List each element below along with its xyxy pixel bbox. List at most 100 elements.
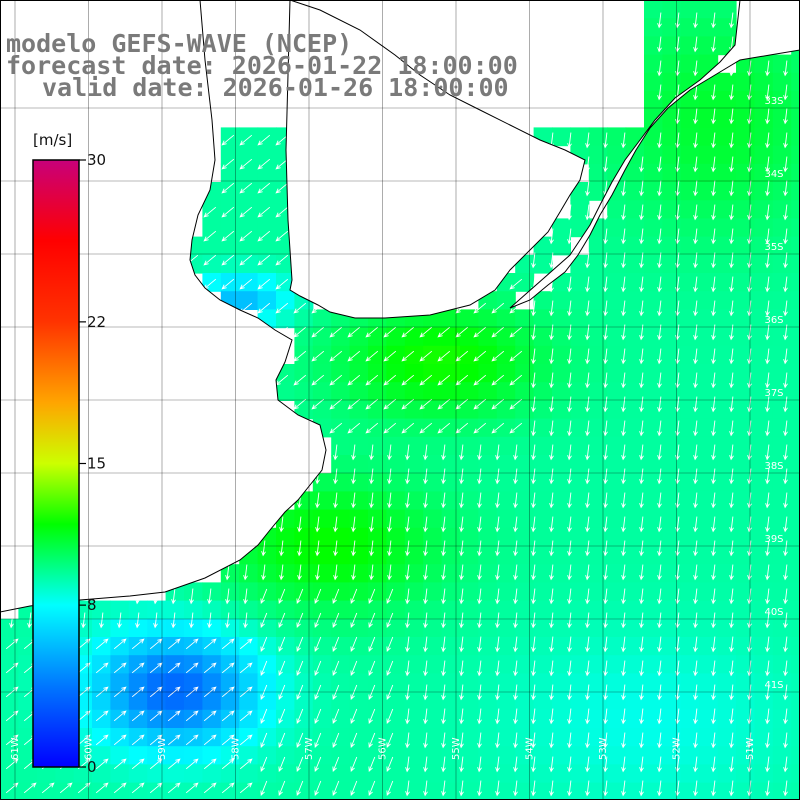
- wind-cell: [515, 691, 535, 711]
- wind-cell: [644, 436, 663, 456]
- wind-arrow: [383, 350, 397, 362]
- wind-arrow: [693, 156, 698, 173]
- wind-cell: [515, 436, 535, 456]
- wind-arrow: [239, 710, 253, 722]
- wind-cell: [220, 618, 240, 638]
- wind-arrow: [441, 564, 446, 581]
- wind-arrow: [549, 372, 554, 389]
- wind-arrow: [221, 230, 235, 242]
- wind-cell: [607, 218, 627, 238]
- wind-cell: [552, 782, 571, 802]
- wind-arrow: [621, 372, 626, 389]
- wind-cell: [331, 564, 351, 583]
- wind-cell: [644, 364, 663, 383]
- wind-arrow: [585, 396, 590, 413]
- wind-cell: [754, 382, 774, 401]
- wind-arrow: [567, 444, 572, 461]
- wind-cell: [533, 655, 553, 674]
- wind-cell: [257, 582, 277, 602]
- wind-cell: [147, 673, 167, 693]
- wind-cell: [404, 600, 424, 620]
- wind-arrow: [675, 396, 680, 413]
- wind-cell: [239, 691, 259, 711]
- wind-cell: [386, 327, 406, 347]
- wind-arrow: [221, 134, 235, 146]
- wind-arrow: [657, 588, 662, 605]
- wind-arrow: [585, 156, 590, 173]
- wind-arrow: [657, 60, 662, 77]
- wind-cell: [607, 309, 627, 329]
- wind-arrow: [675, 108, 680, 125]
- wind-cell: [552, 728, 571, 747]
- wind-cell: [496, 400, 516, 420]
- wind-cell: [717, 637, 737, 656]
- wind-cell: [478, 400, 498, 420]
- wind-arrow: [459, 444, 464, 461]
- wind-arrow: [531, 756, 536, 773]
- wind-arrow: [729, 252, 734, 269]
- wind-arrow: [657, 372, 662, 389]
- wind-cell: [276, 382, 295, 401]
- wind-cell: [220, 782, 240, 802]
- wind-cell: [625, 509, 645, 529]
- wind-cell: [680, 109, 700, 128]
- wind-cell: [239, 600, 259, 620]
- wind-cell: [73, 782, 93, 802]
- wind-arrow: [693, 204, 698, 221]
- wind-cell: [552, 509, 571, 529]
- wind-cell: [644, 473, 663, 492]
- wind-cell: [294, 618, 314, 638]
- wind-arrow: [423, 516, 428, 533]
- wind-arrow: [549, 660, 554, 677]
- wind-arrow: [639, 612, 644, 629]
- wind-cell: [717, 273, 737, 292]
- wind-cell: [423, 509, 443, 529]
- latitude-label: 39S: [764, 534, 783, 545]
- wind-cell: [110, 764, 130, 784]
- coastline-segment: [509, 0, 800, 309]
- wind-cell: [515, 546, 535, 565]
- wind-arrow: [495, 612, 500, 629]
- wind-cell: [588, 254, 608, 274]
- wind-cell: [202, 236, 222, 256]
- wind-cell: [570, 527, 590, 547]
- wind-arrow: [278, 708, 286, 724]
- wind-arrow: [513, 636, 518, 653]
- wind-arrow: [729, 12, 734, 29]
- wind-arrow: [261, 564, 266, 581]
- wind-cell: [478, 364, 498, 383]
- wind-arrow: [332, 708, 340, 724]
- wind-arrow: [278, 612, 286, 628]
- wind-arrow: [239, 638, 253, 650]
- wind-cell: [496, 691, 516, 711]
- wind-arrow: [113, 710, 127, 722]
- wind-cell: [625, 673, 645, 693]
- wind-cell: [331, 764, 351, 784]
- wind-cell: [588, 582, 608, 602]
- wind-arrow: [783, 372, 788, 389]
- wind-cell: [772, 582, 792, 602]
- latitude-label: 36S: [764, 315, 783, 326]
- wind-arrow: [185, 734, 199, 746]
- wind-arrow: [531, 708, 536, 725]
- wind-cell: [110, 709, 130, 729]
- wind-arrow: [711, 276, 716, 293]
- wind-cell: [92, 728, 111, 747]
- wind-arrow: [567, 636, 572, 653]
- wind-arrow: [729, 420, 734, 437]
- wind-cell: [312, 527, 332, 547]
- wind-arrow: [59, 782, 73, 794]
- wind-cell: [92, 709, 111, 729]
- wind-cell: [312, 764, 332, 784]
- wind-arrow: [117, 612, 122, 629]
- wind-arrow: [765, 156, 770, 173]
- wind-cell: [736, 273, 755, 292]
- wind-cell: [460, 418, 479, 438]
- wind-cell: [625, 709, 645, 729]
- wind-arrow: [783, 732, 788, 749]
- wind-arrow: [459, 756, 464, 773]
- wind-cell: [791, 145, 800, 165]
- wind-cell: [699, 509, 719, 529]
- wind-arrow: [711, 780, 716, 797]
- wind-arrow: [491, 302, 505, 314]
